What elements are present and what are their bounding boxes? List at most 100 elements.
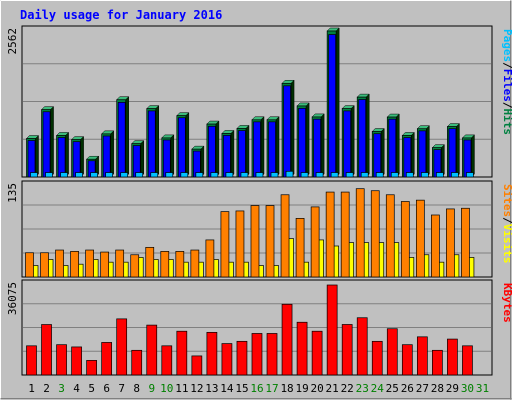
bar-kbytes-1 (26, 345, 37, 376)
bar-pages-17 (270, 172, 279, 178)
bar-face (27, 140, 36, 178)
bar-face (281, 303, 293, 376)
x-label-day-17: 17 (265, 382, 278, 395)
x-label-day-3: 3 (58, 382, 65, 395)
x-label-day-11: 11 (175, 382, 188, 395)
bar-sites-12 (190, 249, 200, 278)
bar-kbytes-27 (416, 336, 428, 376)
bar-face (355, 188, 365, 278)
bar-face (60, 172, 68, 178)
bar-files-20 (313, 118, 321, 178)
bar-face (360, 172, 369, 178)
x-label-day-14: 14 (220, 382, 234, 395)
bar-face (266, 333, 278, 376)
bar-face (116, 318, 128, 376)
bar-face (160, 251, 170, 278)
bar-face (300, 172, 309, 178)
bar-face (295, 218, 305, 278)
bar-files-23 (358, 99, 367, 178)
bar-pages-11 (180, 172, 189, 178)
bar-face (117, 101, 126, 178)
bar-face (436, 172, 444, 178)
bar-face (146, 324, 158, 376)
bar-face (265, 205, 275, 278)
bar-kbytes-10 (161, 345, 173, 376)
bar-face (115, 249, 125, 278)
bar-face (208, 125, 216, 178)
x-label-day-27: 27 (416, 382, 429, 395)
bar-face (343, 110, 352, 178)
bar-pages-13 (210, 172, 219, 178)
bar-kbytes-19 (296, 321, 308, 376)
bar-face (71, 346, 82, 376)
bar-files-27 (418, 130, 427, 178)
bar-side (140, 140, 144, 178)
y-max-label: 135 (6, 183, 19, 203)
x-label-day-21: 21 (326, 382, 339, 395)
x-label-day-9: 9 (148, 382, 155, 395)
bar-kbytes-9 (146, 324, 158, 376)
series-legend: KBytes (501, 283, 512, 323)
bar-face (386, 328, 398, 376)
bar-pages-30 (466, 172, 474, 178)
bar-sites-22 (340, 191, 350, 278)
bar-kbytes-28 (432, 349, 443, 376)
x-label-day-26: 26 (401, 382, 414, 395)
bar-pages-16 (255, 172, 264, 178)
x-axis-labels: 1 2 3 4 5 6 7 8 9 10 11 12 13 14 15 16 17 18 19 20 21 22 23 24 2… (28, 382, 489, 395)
x-label-day-10: 10 (160, 382, 173, 395)
bar-pages-18 (285, 170, 294, 178)
bar-face (325, 191, 335, 278)
bar-face (451, 172, 459, 178)
bar-face (463, 139, 472, 178)
chart-title: Daily usage for January 2016 (20, 8, 222, 22)
bar-face (385, 194, 395, 278)
x-label-day-6: 6 (103, 382, 110, 395)
bar-side (456, 122, 460, 178)
bar-face (55, 249, 64, 278)
bar-side (305, 102, 310, 178)
bar-face (330, 172, 339, 178)
x-label-day-16: 16 (250, 382, 263, 395)
bar-face (26, 345, 37, 376)
bar-face (447, 338, 458, 376)
x-label-day-2: 2 (43, 382, 50, 395)
bar-face (326, 284, 338, 376)
x-label-day-22: 22 (341, 382, 354, 395)
bar-face (375, 172, 384, 178)
bar-sites-11 (175, 251, 185, 278)
x-label-day-19: 19 (295, 382, 308, 395)
bar-kbytes-30 (462, 345, 473, 376)
bar-face (195, 172, 204, 178)
bar-face (405, 172, 414, 178)
bar-pages-2 (45, 172, 53, 178)
bar-kbytes-24 (371, 340, 383, 376)
bar-face (238, 130, 246, 178)
bar-face (341, 324, 353, 376)
bar-sites-9 (145, 246, 155, 278)
bar-side (245, 124, 250, 178)
series-legend: Pages/Files/Hits (501, 29, 512, 135)
bar-kbytes-16 (251, 333, 263, 376)
bar-face (296, 321, 308, 376)
bar-files-26 (403, 137, 412, 178)
legend-part: / (501, 62, 512, 69)
bar-pages-6 (105, 172, 114, 178)
bar-face (150, 172, 159, 178)
bar-sites-16 (250, 205, 260, 278)
bar-side (260, 116, 265, 178)
bar-face (236, 340, 248, 376)
bar-kbytes-18 (281, 303, 293, 376)
bar-face (446, 208, 455, 278)
bar-face (101, 342, 113, 376)
bar-pages-5 (90, 172, 98, 178)
bar-face (310, 206, 320, 278)
bar-kbytes-14 (221, 343, 233, 376)
bar-kbytes-5 (86, 360, 97, 376)
bar-kbytes-23 (356, 317, 368, 376)
y-max-label: 36075 (6, 282, 19, 315)
bar-files-15 (238, 130, 246, 178)
bar-side (155, 105, 160, 178)
x-label-day-24: 24 (371, 382, 385, 395)
bar-side (110, 130, 114, 178)
